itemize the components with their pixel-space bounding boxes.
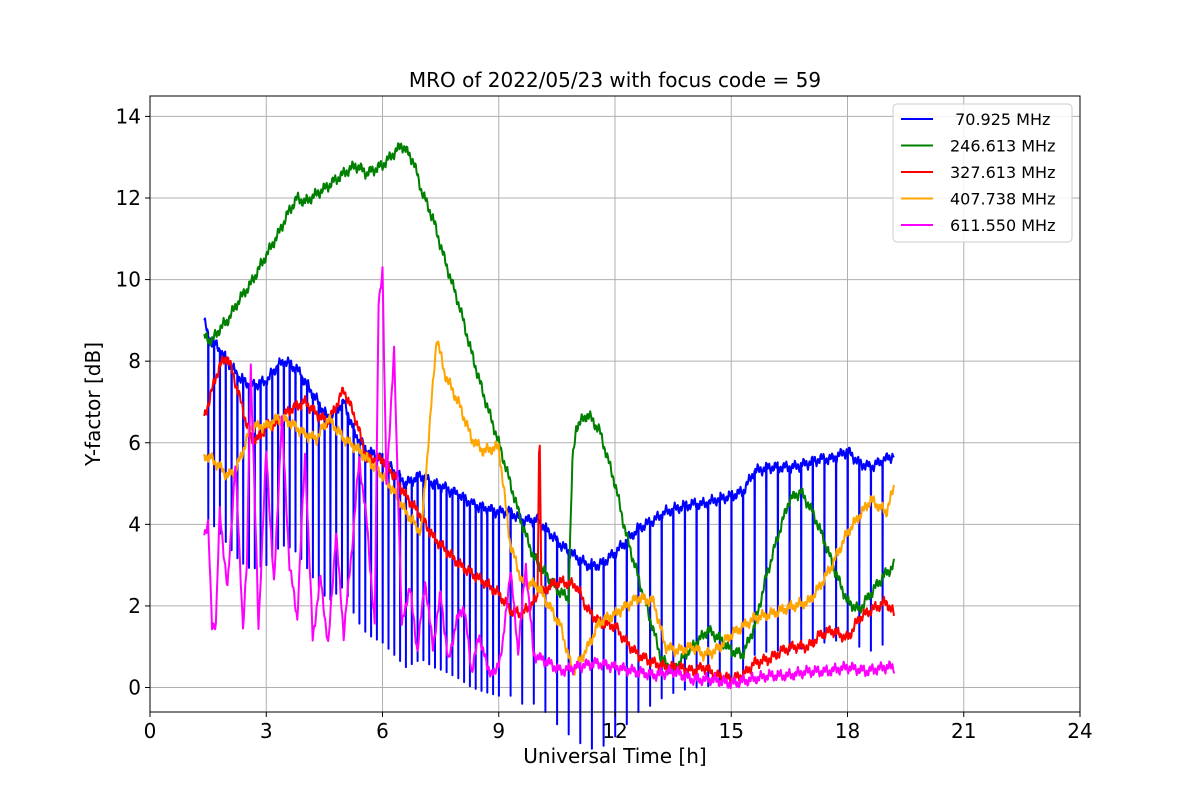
x-axis-ticks: 0 3 6 9 12 15 18 21 24: [144, 712, 1093, 743]
x-tick-label: 6: [376, 719, 389, 743]
x-tick-label: 15: [719, 719, 744, 743]
x-tick-label: 12: [602, 719, 627, 743]
x-axis-label: Universal Time [h]: [523, 744, 706, 768]
y-tick-label: 0: [128, 676, 141, 700]
y-tick-label: 12: [116, 186, 141, 210]
x-tick-label: 9: [492, 719, 505, 743]
legend-box: [892, 103, 1073, 243]
legend-label: 611.550 MHz: [950, 216, 1055, 235]
series-line-4: [203, 266, 895, 690]
legend-label: 70.925 MHz: [950, 110, 1050, 129]
y-tick-label: 4: [128, 512, 141, 536]
x-tick-label: 18: [835, 719, 860, 743]
series-layer: [203, 142, 895, 750]
x-tick-label: 3: [260, 719, 273, 743]
chart-title: MRO of 2022/05/23 with focus code = 59: [409, 68, 821, 92]
legend-label: 327.613 MHz: [950, 163, 1055, 182]
y-tick-label: 2: [128, 594, 141, 618]
series-line-0: [203, 317, 895, 750]
y-tick-label: 6: [128, 431, 141, 455]
x-tick-label: 24: [1067, 719, 1092, 743]
legend-label: 407.738 MHz: [950, 190, 1055, 209]
series-line-2: [203, 355, 895, 686]
y-tick-label: 14: [116, 104, 141, 128]
x-tick-label: 0: [144, 719, 157, 743]
series-line-1: [203, 142, 895, 675]
legend: 70.925 MHz 246.613 MHz 327.613 MHz 407.738 …: [892, 103, 1073, 243]
y-tick-label: 8: [128, 349, 141, 373]
legend-label: 246.613 MHz: [950, 137, 1055, 156]
x-tick-label: 21: [951, 719, 976, 743]
y-axis-label: Y-factor [dB]: [81, 342, 105, 467]
series-line-3: [203, 340, 895, 676]
y-tick-label: 10: [116, 268, 141, 292]
y-axis-ticks: 0 2 4 6 8 10 12 14: [116, 104, 150, 700]
